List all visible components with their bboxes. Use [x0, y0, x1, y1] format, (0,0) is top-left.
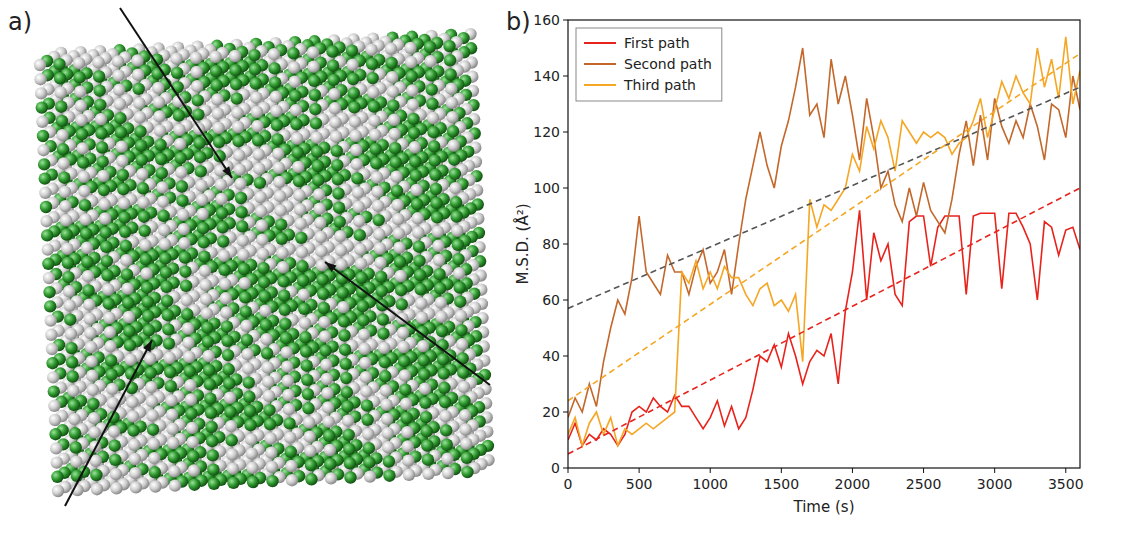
panel-label: a) — [8, 8, 32, 36]
atom-lattice — [34, 28, 495, 497]
figure: a)b)050010001500200025003000350002040608… — [0, 0, 1128, 537]
